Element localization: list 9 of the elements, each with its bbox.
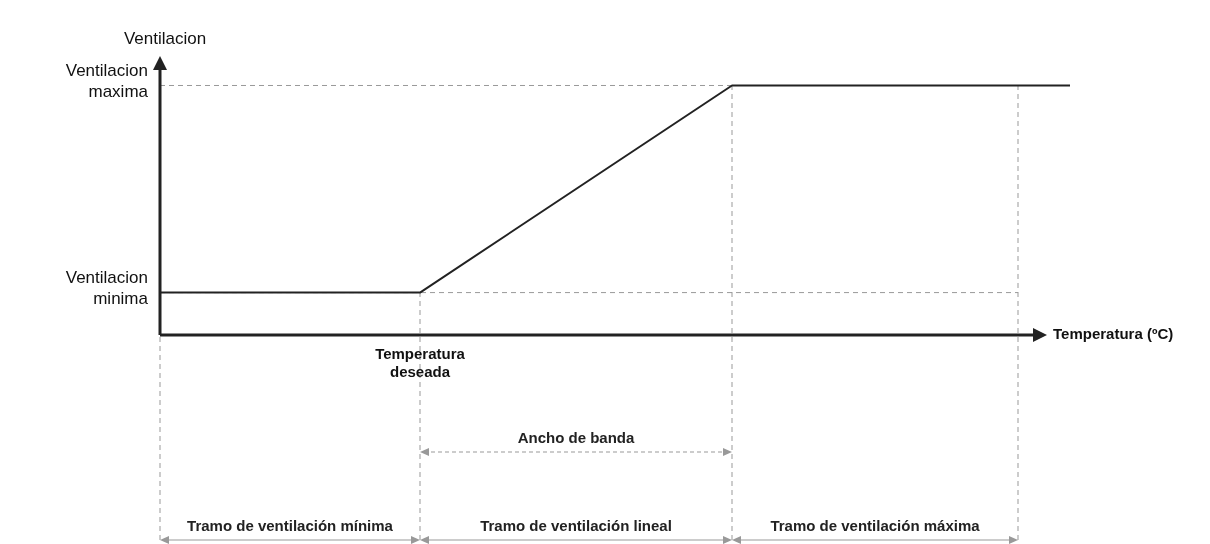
text: Ventilacion maxima — [65, 60, 149, 101]
y-axis-title: Ventilacion — [123, 29, 207, 49]
text: Tramo de ventilación lineal — [480, 516, 672, 534]
text: Tramo de ventilación mínima — [187, 516, 394, 534]
text: Tramo de ventilación máxima — [770, 516, 981, 534]
text: Ventilacion minima — [65, 267, 149, 308]
text: Ancho de banda — [517, 428, 635, 446]
text: Temperatura deseada — [375, 344, 466, 380]
x-axis-title: Temperatura (ºC) — [1053, 325, 1174, 343]
